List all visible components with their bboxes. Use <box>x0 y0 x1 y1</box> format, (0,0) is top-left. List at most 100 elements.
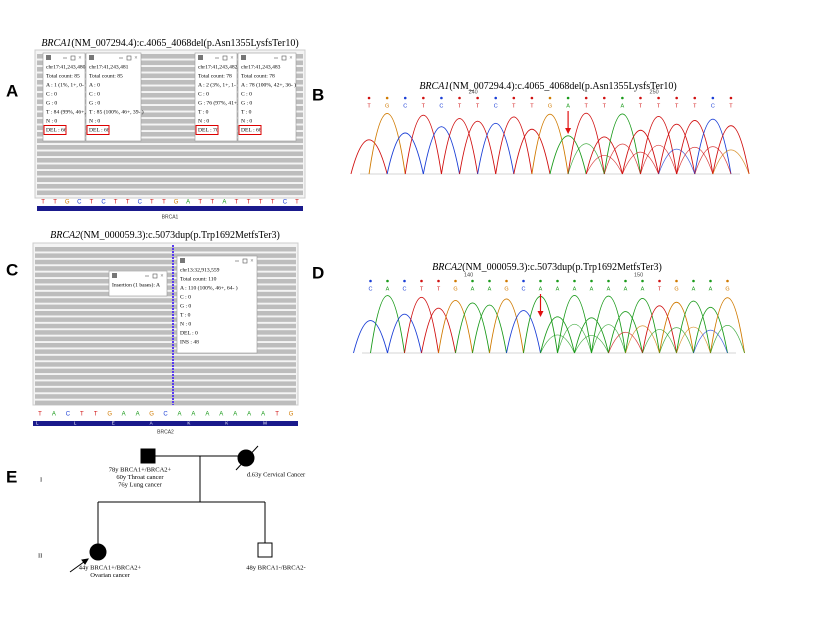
read <box>35 336 296 342</box>
amino-acid: K <box>187 421 190 426</box>
popup-icon <box>180 258 185 263</box>
gene: BRCA1 <box>419 81 449 92</box>
popup-maximize <box>152 273 158 279</box>
base-dot <box>420 279 423 283</box>
gene: BRCA1 <box>41 38 71 49</box>
read <box>37 125 303 131</box>
read <box>37 99 303 105</box>
reference-base: T <box>150 200 154 206</box>
popup-text: DEL : 70 <box>198 127 219 133</box>
reference-base: T <box>235 200 239 206</box>
read <box>35 368 296 374</box>
read <box>35 394 296 399</box>
pedigree-label: 76y Lung cancer <box>118 481 163 488</box>
highlight-box <box>195 125 219 135</box>
popup-text: DEL : 68 <box>89 127 110 133</box>
read <box>35 387 296 393</box>
reference-base: T <box>198 200 202 206</box>
variant: (NM_007294.4):c.4065_4068del(p.Asn1355Ly… <box>449 81 676 92</box>
reference-base: C <box>138 200 143 206</box>
gene-track-label: BRCA2 <box>157 429 174 435</box>
base-dot <box>386 279 389 283</box>
panel-title: BRCA2(NM_000059.3):c.5073dup(p.Trp1692Me… <box>432 262 662 273</box>
base-call: A <box>566 103 570 109</box>
popup-window <box>194 52 238 142</box>
trace-peak <box>693 330 728 354</box>
panel-title: BRCA2(NM_000059.3):c.5073dup(p.Trp1692Me… <box>50 230 280 241</box>
pedigree-label: 60y Throat cancer <box>116 474 164 481</box>
popup-text: G : 0 <box>241 100 252 106</box>
reference-base: T <box>126 200 130 206</box>
base-call: T <box>437 286 441 292</box>
reference-base: A <box>222 200 226 206</box>
trace-peak <box>591 324 626 354</box>
amino-acid: E <box>112 421 115 426</box>
reference-base: A <box>177 412 181 418</box>
trace-peak <box>567 143 605 175</box>
base-dot <box>711 96 715 100</box>
popup-close: × <box>134 55 137 61</box>
read <box>37 119 303 124</box>
pedigree <box>69 445 273 573</box>
popup-text: T : 85 (100%, 46+, 39- ) <box>89 108 144 115</box>
pedigree-label: d.63y Cervical Cancer <box>247 471 306 478</box>
popup-text: N : 0 <box>89 118 100 124</box>
reference-base: G <box>107 412 112 418</box>
trace-peak <box>350 139 388 175</box>
reference-base: A <box>52 412 56 418</box>
base-dot <box>675 279 678 283</box>
trace-peak <box>625 325 660 354</box>
base-call: T <box>658 286 662 292</box>
popup-text: N : 0 <box>241 118 252 124</box>
base-dot <box>556 279 559 283</box>
trace-peak <box>386 132 424 175</box>
popup-text: Total count: 85 <box>89 73 123 79</box>
base-call: C <box>403 286 407 292</box>
amino-acid: L <box>36 421 39 426</box>
read <box>35 362 296 367</box>
base-call: T <box>367 103 371 109</box>
popup-window <box>42 52 86 142</box>
popup-text: N : 0 <box>180 321 191 327</box>
read <box>37 73 303 79</box>
trace-peak <box>658 124 696 175</box>
popup-text: DEL : 68 <box>241 127 262 133</box>
reference-base: G <box>174 200 179 206</box>
base-call: G <box>548 103 552 109</box>
base-dot <box>658 279 661 283</box>
position-label: 150 <box>634 272 643 278</box>
reference-base: T <box>259 200 263 206</box>
popup-window <box>176 255 258 354</box>
trace-peak <box>353 320 388 354</box>
pedigree-label: 44y BRCA1+/BRCA2+ <box>79 564 142 571</box>
reference-base: A <box>191 412 195 418</box>
trace-peak <box>549 135 587 175</box>
read <box>35 375 296 380</box>
base-dot <box>675 96 678 100</box>
trace-peak <box>642 329 677 354</box>
panel-label: B <box>312 85 324 104</box>
base-call: T <box>530 103 534 109</box>
base-dot <box>573 279 576 283</box>
base-dot <box>403 96 407 100</box>
trace-peak <box>531 113 569 175</box>
reference-base: G <box>149 412 154 418</box>
arrow-head <box>565 128 572 134</box>
read <box>35 259 296 265</box>
base-dot <box>641 279 644 283</box>
popup-text: chr17:41,243,481 <box>89 64 129 70</box>
popup-text: T : 0 <box>180 312 191 318</box>
variant: (NM_000059.3):c.5073dup(p.Trp1692MetfsTe… <box>80 230 280 241</box>
popup-text: N : 0 <box>46 118 57 124</box>
read <box>37 67 303 72</box>
base-dot <box>437 279 440 283</box>
read <box>37 80 303 85</box>
popup-text: DEL : 0 <box>180 330 198 336</box>
trace-peak <box>368 112 406 175</box>
popup-text: chr17:41,243,483 <box>241 64 281 70</box>
trace-peak <box>676 300 711 354</box>
popup-maximize <box>70 55 76 61</box>
trace-peak <box>676 120 714 175</box>
trace-peak <box>440 118 479 175</box>
trace-peak <box>495 116 533 175</box>
